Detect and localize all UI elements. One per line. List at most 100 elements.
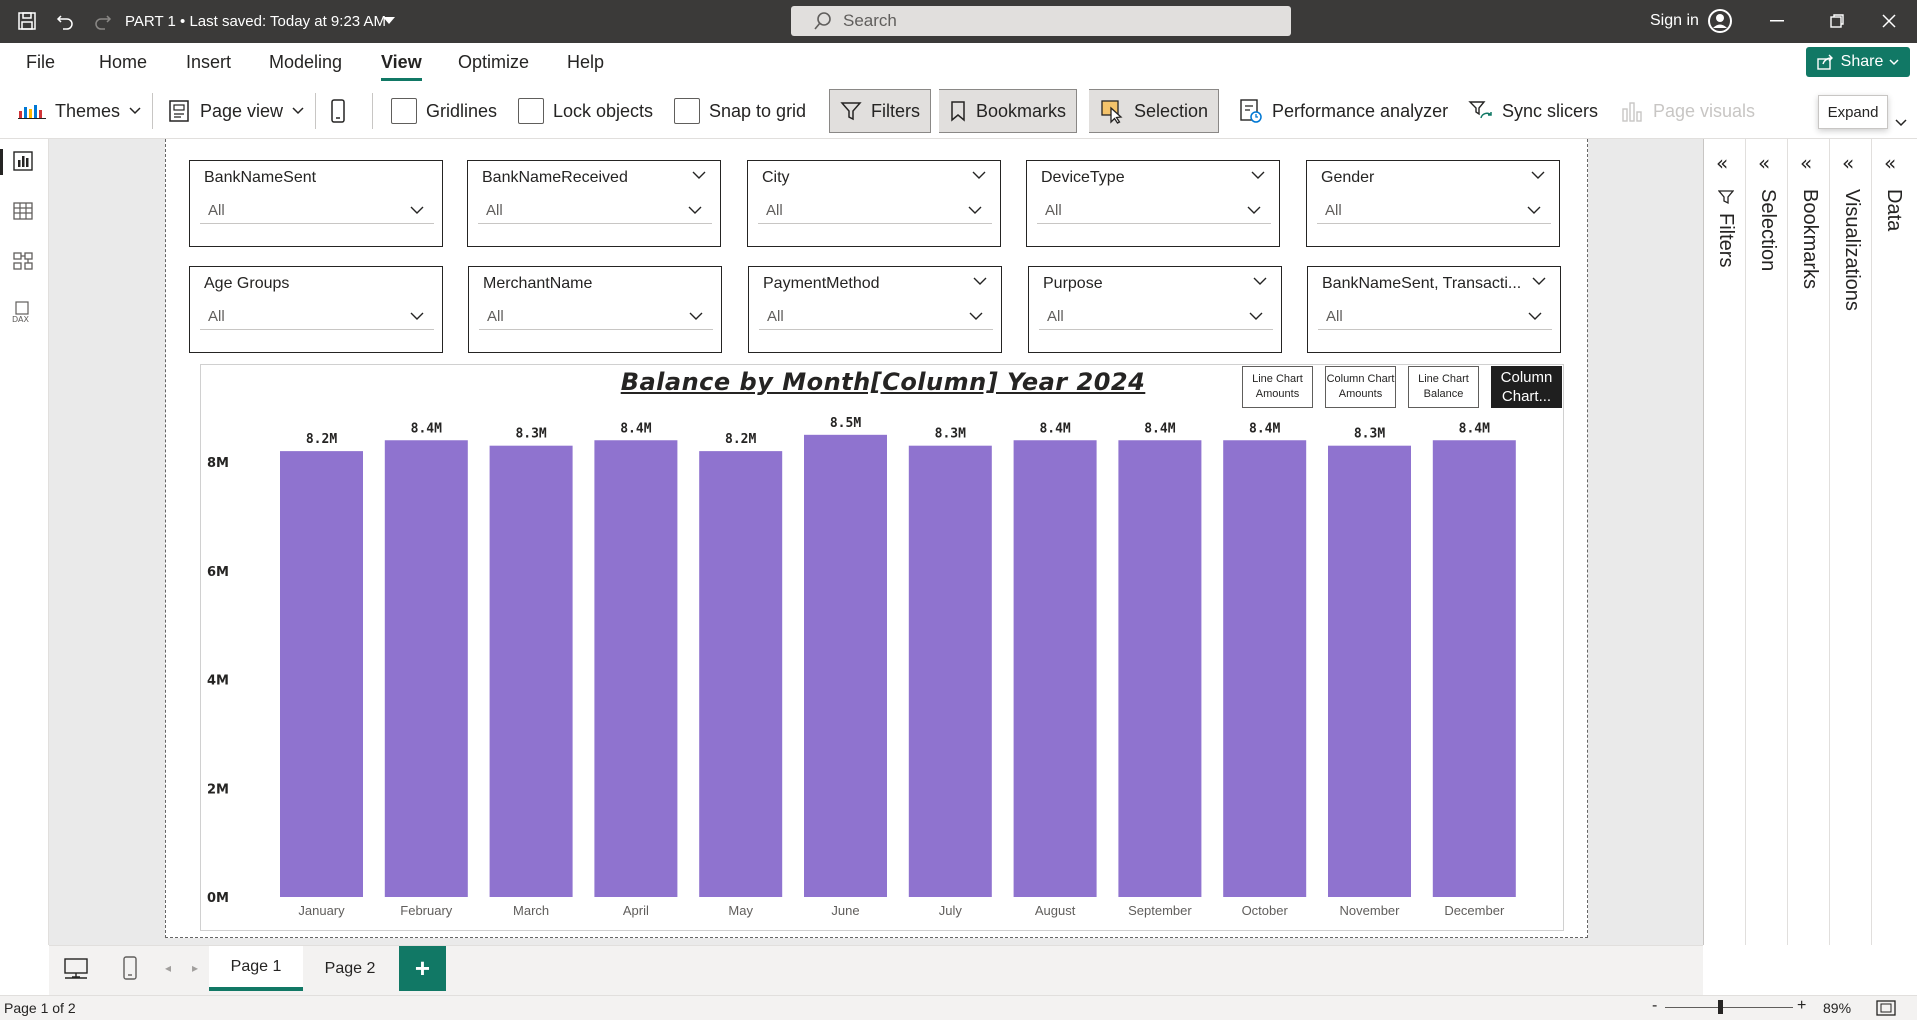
slicer-banknamesent[interactable]: BankNameSent All [189,160,443,247]
slicer-dropdown[interactable]: All [200,194,434,224]
caret-down-icon[interactable] [376,8,402,34]
bar[interactable] [1013,440,1097,897]
slicer-dropdown[interactable]: All [478,194,712,224]
menu-help[interactable]: Help [567,52,605,72]
menu-file[interactable]: File [26,52,56,72]
model-view-icon[interactable] [12,250,34,272]
table-view-icon[interactable] [12,200,34,222]
expand-chevron-icon[interactable]: « [1842,151,1855,175]
slicer-city[interactable]: City All [747,160,1001,247]
mobile-layout-button[interactable] [330,89,346,133]
close-icon[interactable] [1876,8,1902,34]
bar[interactable] [594,440,678,897]
slicer-dropdown[interactable]: All [1039,300,1273,330]
bar[interactable] [1118,440,1202,897]
selection-pane[interactable]: « Selection [1746,139,1788,945]
zoom-in-button[interactable]: + [1797,997,1807,1014]
slicer-merchantname[interactable]: MerchantName All [468,266,722,353]
fit-to-page-icon[interactable] [1876,1000,1896,1016]
visualizations-pane[interactable]: « Visualizations [1830,139,1872,945]
scroll-right-icon[interactable]: ▸ [192,961,199,975]
slicer-paymentmethod[interactable]: PaymentMethod All [748,266,1002,353]
expand-chevron-icon[interactable]: « [1716,151,1729,175]
share-button[interactable]: Share [1806,47,1910,77]
zoom-slider-thumb[interactable] [1718,1000,1723,1014]
chevron-down-icon[interactable] [1251,171,1265,179]
zoom-out-button[interactable]: - [1652,997,1658,1014]
slicer-banknamereceived[interactable]: BankNameReceived All [467,160,721,247]
chevron-down-icon[interactable] [972,171,986,179]
expand-chevron-icon[interactable]: « [1884,151,1897,175]
bar[interactable] [1328,445,1411,897]
bookmarks-pane[interactable]: « Bookmarks [1788,139,1830,945]
sign-in-link[interactable]: Sign in [1650,12,1699,29]
slicer-dropdown[interactable]: All [1037,194,1271,224]
redo-icon[interactable] [90,8,116,34]
scroll-left-icon[interactable]: ◂ [165,961,172,975]
account-icon[interactable] [1707,8,1733,34]
mobile-layout-icon[interactable] [122,955,138,981]
menu-modeling[interactable]: Modeling [269,52,343,72]
bookmark-button-column-chart-amounts[interactable]: Column Chart Amounts [1325,366,1396,408]
expand-chevron-icon[interactable]: « [1758,151,1771,175]
chevron-down-icon[interactable] [1895,119,1907,127]
data-pane[interactable]: « Data [1872,139,1914,945]
selection-pane-toggle[interactable]: Selection [1089,89,1220,133]
bookmark-button-line-chart-balance[interactable]: Line Chart Balance [1408,366,1479,408]
minimize-icon[interactable] [1764,8,1790,34]
sync-slicers-button[interactable]: Sync slicers [1467,89,1598,133]
column-chart-visual[interactable]: 0M 2M 4M 6M 8M 8.2M January 8.4M February 8.3M Mar… [200,364,1564,931]
dax-query-view-icon[interactable]: DAX [10,300,36,324]
gridlines-checkbox[interactable]: Gridlines [391,89,497,133]
menu-view[interactable]: View [381,52,422,81]
slicer-dropdown[interactable]: All [1318,300,1552,330]
page-view-button[interactable]: Page view [167,89,304,133]
slicer-dropdown[interactable]: All [758,194,992,224]
page-tab-2[interactable]: Page 2 [324,959,376,977]
chevron-down-icon[interactable] [1531,171,1545,179]
slicer-dropdown[interactable]: All [479,300,713,330]
chevron-down-icon[interactable] [692,171,706,179]
bookmark-button-column-chart[interactable]: Column Chart... [1491,366,1562,408]
performance-analyzer-button[interactable]: Performance analyzer [1239,89,1448,133]
bar[interactable] [908,445,992,897]
desktop-layout-icon[interactable] [63,956,89,980]
lock-objects-checkbox[interactable]: Lock objects [518,89,653,133]
menu-optimize[interactable]: Optimize [458,52,530,72]
menu-insert[interactable]: Insert [186,52,232,72]
slicer-age-groups[interactable]: Age Groups All [189,266,443,353]
bookmarks-pane-toggle[interactable]: Bookmarks [939,89,1078,133]
add-page-button[interactable]: + [399,946,446,991]
chevron-down-icon[interactable] [973,277,987,285]
slicer-gender[interactable]: Gender All [1306,160,1560,247]
themes-button[interactable]: Themes [18,89,141,133]
bar[interactable] [384,440,468,897]
bar[interactable] [699,451,783,897]
bar[interactable] [1223,440,1307,897]
menu-home[interactable]: Home [99,52,148,72]
search-box[interactable]: Search [791,6,1291,36]
page-visuals-button[interactable]: Page visuals [1620,89,1755,133]
zoom-slider-track[interactable] [1665,1007,1793,1008]
slicer-banknamesent-transaction[interactable]: BankNameSent, Transacti... All [1307,266,1561,353]
slicer-dropdown[interactable]: All [759,300,993,330]
slicer-devicetype[interactable]: DeviceType All [1026,160,1280,247]
filters-pane-toggle[interactable]: Filters [829,89,931,133]
expand-chevron-icon[interactable]: « [1800,151,1813,175]
slicer-dropdown[interactable]: All [1317,194,1551,224]
bookmark-button-line-chart-amounts[interactable]: Line Chart Amounts [1242,366,1313,408]
filters-pane[interactable]: « Filters [1704,139,1746,945]
save-icon[interactable] [14,8,40,34]
page-tab-1[interactable]: Page 1 [209,946,303,991]
bar[interactable] [1432,440,1516,897]
bar[interactable] [804,434,887,897]
report-view-icon[interactable] [12,150,34,172]
slicer-dropdown[interactable]: All [200,300,434,330]
chevron-down-icon[interactable] [1253,277,1267,285]
slicer-purpose[interactable]: Purpose All [1028,266,1282,353]
snap-to-grid-checkbox[interactable]: Snap to grid [674,89,806,133]
bar[interactable] [489,445,573,897]
chevron-down-icon[interactable] [1532,277,1546,285]
restore-icon[interactable] [1824,8,1850,34]
document-title[interactable]: PART 1 • Last saved: Today at 9:23 AM [125,13,386,30]
